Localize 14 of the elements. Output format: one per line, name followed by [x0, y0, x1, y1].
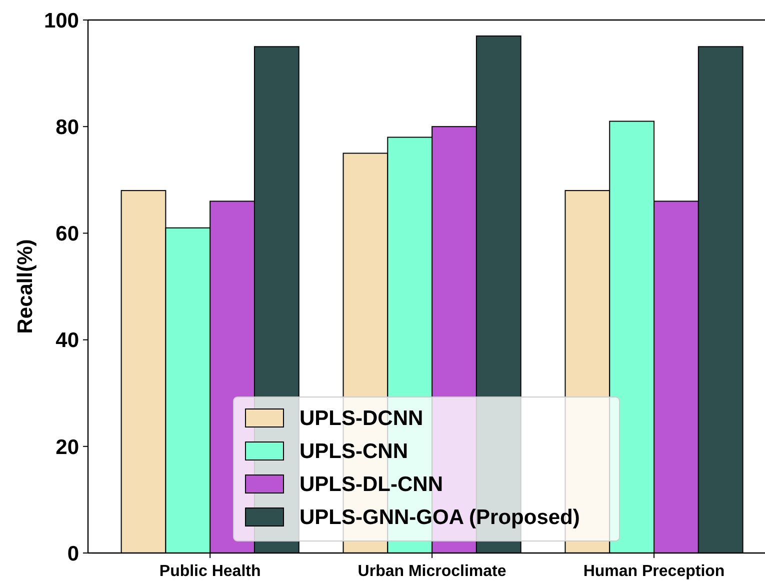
y-axis-title: Recall(%): [14, 239, 37, 334]
x-tick-label: Public Health: [159, 563, 261, 580]
y-tick-label: 80: [56, 116, 79, 139]
legend-label: UPLS-CNN: [300, 440, 408, 463]
legend-label: UPLS-DL-CNN: [300, 473, 443, 496]
y-tick-label: 20: [56, 436, 79, 459]
legend-label: UPLS-GNN-GOA (Proposed): [300, 506, 580, 529]
y-tick-label: 40: [56, 329, 79, 352]
legend-label: UPLS-DCNN: [300, 407, 424, 430]
x-tick-label: Urban Microclimate: [358, 563, 506, 580]
y-tick-label: 100: [44, 9, 79, 32]
y-tick-label: 60: [56, 222, 79, 246]
y-tick-label: 0: [67, 542, 79, 566]
x-tick-label: Human Preception: [583, 563, 725, 580]
